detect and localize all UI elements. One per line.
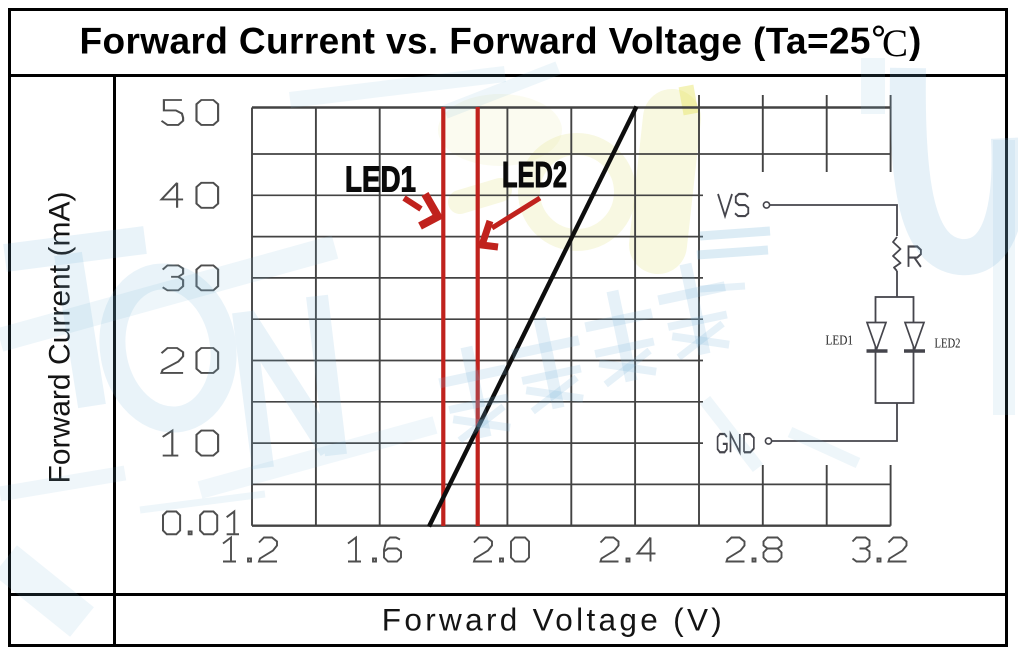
svg-text:C: C <box>882 22 908 65</box>
svg-text:LED1: LED1 <box>345 159 416 200</box>
svg-text:Forward Voltage (V): Forward Voltage (V) <box>382 602 722 638</box>
svg-text:LED2: LED2 <box>502 154 567 195</box>
svg-text:Forward Current vs. Forward Vo: Forward Current vs. Forward Voltage (Ta=… <box>80 21 871 62</box>
svg-text:Forward Current (mA): Forward Current (mA) <box>44 192 77 484</box>
svg-text:LED2: LED2 <box>935 336 961 351</box>
svg-text:): ) <box>909 21 921 62</box>
svg-text:LED1: LED1 <box>826 333 854 348</box>
